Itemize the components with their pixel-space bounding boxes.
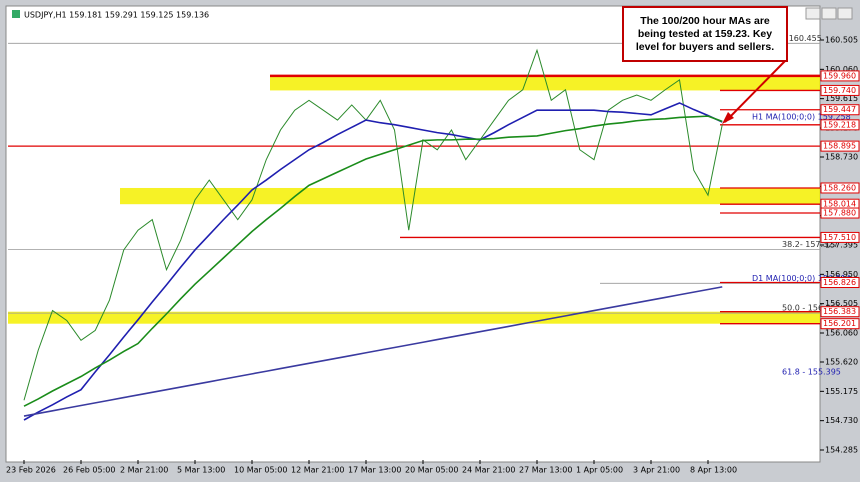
line-note: 0.0 - 160.455	[768, 34, 822, 43]
y-tick-label: 155.620	[825, 358, 858, 367]
level-label: 157.880	[823, 209, 856, 218]
arrow-head	[722, 112, 734, 124]
x-tick-label: 27 Mar 13:00	[519, 466, 572, 475]
x-tick-label: 2 Mar 21:00	[120, 466, 168, 475]
y-tick-label: 160.060	[825, 65, 858, 74]
x-tick-label: 12 Mar 21:00	[291, 466, 344, 475]
x-tick-label: 3 Apr 21:00	[633, 466, 680, 475]
level-label: 158.895	[823, 142, 856, 151]
level-label: 156.826	[823, 278, 856, 287]
x-tick-label: 26 Feb 05:00	[63, 466, 115, 475]
level-box	[820, 318, 860, 330]
level-box	[820, 84, 860, 96]
x-tick-label: 10 Mar 05:00	[234, 466, 287, 475]
zone	[270, 75, 820, 91]
price-line	[23, 48, 723, 401]
plot-area	[5, 5, 821, 463]
level-box	[820, 277, 860, 289]
line-note: 38.2- 157.327	[782, 240, 838, 249]
arrow	[724, 59, 787, 123]
x-tick-label: 8 Apr 13:00	[690, 466, 737, 475]
symbol-icon	[12, 10, 20, 18]
x-tick-label: 24 Mar 21:00	[462, 466, 515, 475]
level-box	[820, 231, 860, 243]
x-tick-label: 1 Apr 05:00	[576, 466, 623, 475]
moving-average	[23, 286, 723, 417]
zone	[120, 187, 820, 205]
y-tick-label: 159.615	[825, 94, 858, 103]
annotation: The 100/200 hour MAs are being tested at…	[622, 6, 788, 62]
y-tick-label: 154.730	[825, 416, 858, 425]
x-tick-label: 17 Mar 13:00	[348, 466, 401, 475]
zone	[8, 311, 820, 324]
maximize-button[interactable]	[821, 7, 837, 20]
level-box	[820, 70, 860, 82]
x-tick-label: 23 Feb 2026	[6, 466, 56, 475]
level-label: 159.447	[823, 105, 856, 114]
moving-average	[23, 102, 723, 421]
line-note: 50.0 - 156.361	[782, 304, 841, 313]
minimize-button[interactable]	[805, 7, 821, 20]
y-tick-label: 157.395	[825, 241, 858, 250]
y-tick-label: 155.175	[825, 387, 858, 396]
chart-title: USDJPY,H1 159.181 159.291 159.125 159.13…	[24, 11, 209, 20]
y-tick-label: 156.950	[825, 270, 858, 279]
level-label: 159.740	[823, 86, 856, 95]
level-box	[820, 140, 860, 152]
level-label: 158.014	[823, 200, 856, 209]
level-box	[820, 119, 860, 131]
level-label: 157.510	[823, 233, 856, 242]
level-label: 159.960	[823, 71, 856, 80]
level-box	[820, 182, 860, 194]
close-button[interactable]	[837, 7, 853, 20]
level-label: 158.260	[823, 183, 856, 192]
y-tick-label: 154.285	[825, 446, 858, 455]
y-tick-label: 160.505	[825, 36, 858, 45]
y-tick-label: 156.505	[825, 299, 858, 308]
y-tick-label: 156.060	[825, 328, 858, 337]
level-box	[820, 207, 860, 219]
level-box	[820, 306, 860, 318]
level-label: 159.218	[823, 120, 856, 129]
line-note: H1 MA(100;0;0) 159.258	[752, 113, 851, 122]
window-buttons[interactable]	[805, 7, 853, 20]
line-note: D1 MA(100;0;0) 156.814	[752, 274, 851, 283]
x-tick-label: 20 Mar 05:00	[405, 466, 458, 475]
line-note: 61.8 - 155.395	[782, 367, 841, 376]
moving-average	[23, 115, 723, 407]
level-label: 156.383	[823, 307, 856, 316]
level-box	[820, 104, 860, 116]
x-tick-label: 5 Mar 13:00	[177, 466, 225, 475]
y-tick-label: 158.730	[825, 153, 858, 162]
level-label: 156.201	[823, 319, 856, 328]
